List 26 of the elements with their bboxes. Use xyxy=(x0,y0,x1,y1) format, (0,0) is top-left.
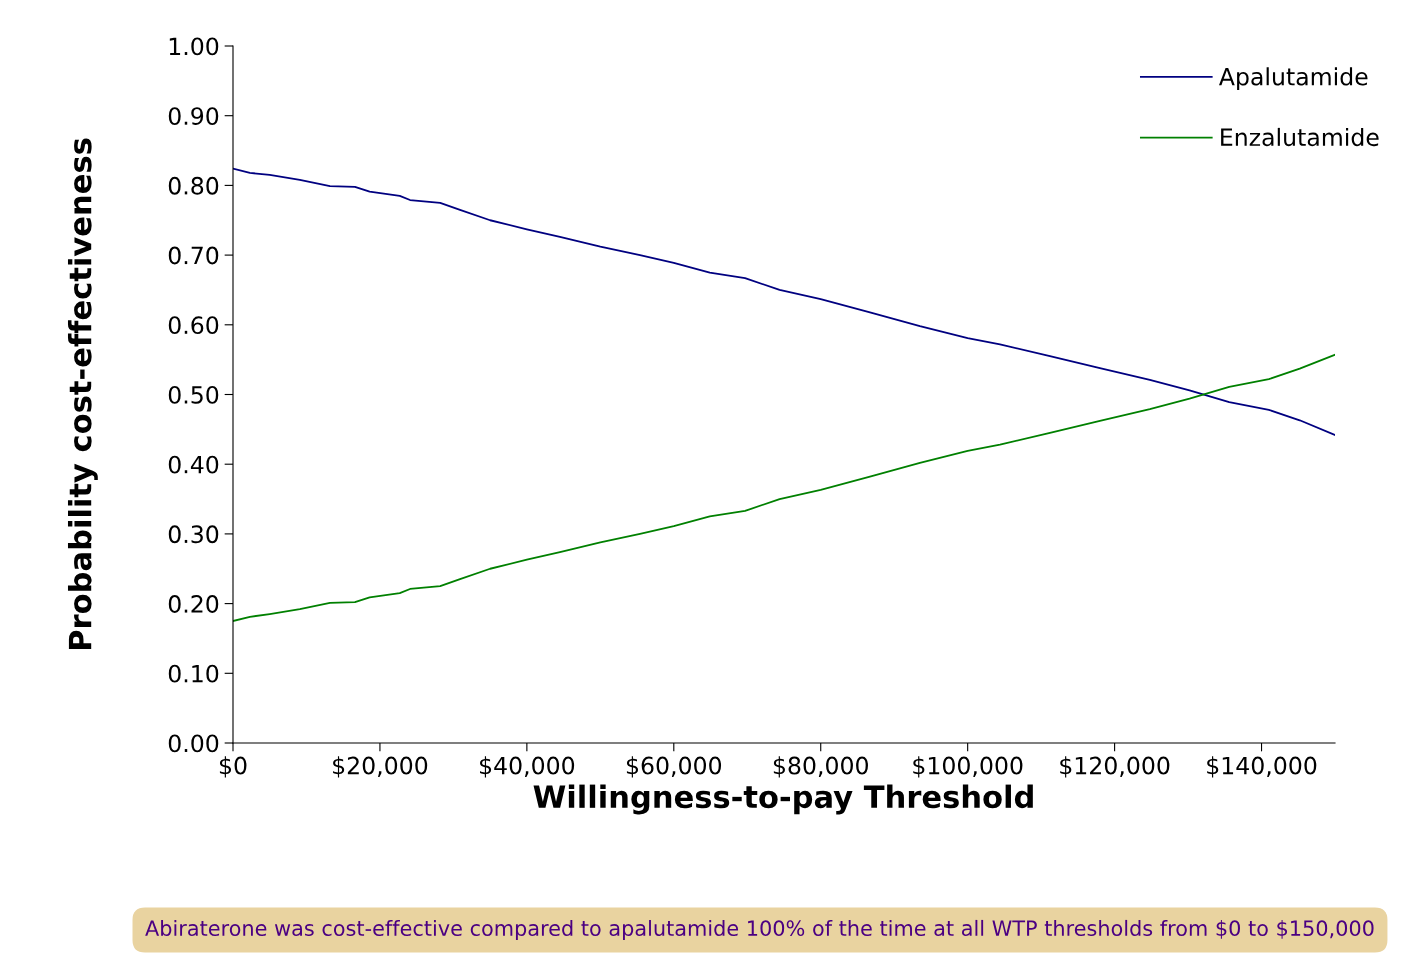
x-tick-label: $140,000 xyxy=(1207,756,1317,778)
y-tick-label: 1.00 xyxy=(169,37,219,56)
x-tick-label: $120,000 xyxy=(1060,756,1170,778)
y-tick-label: 0.00 xyxy=(168,734,219,753)
x-tick-label: $20,000 xyxy=(333,756,428,778)
y-tick-label: 0.50 xyxy=(168,385,219,404)
legend-label: Enzalutamide xyxy=(1221,127,1379,147)
y-tick-label: 0.20 xyxy=(168,595,219,613)
line-series xyxy=(233,167,1335,436)
x-tick-label: $100,000 xyxy=(913,756,1023,778)
y-tick-label: 0.60 xyxy=(168,316,219,335)
y-tick-label: 0.30 xyxy=(168,525,219,544)
y-tick-label: 0.40 xyxy=(168,455,219,474)
x-tick-label: $40,000 xyxy=(480,756,575,778)
text: Abiraterone was cost-effective compared to apalutamide 100% of the time at all WTP thresholds from $0 to $150,000 xyxy=(145,919,1374,941)
legend-label: Apalutamide xyxy=(1218,67,1368,91)
line-series xyxy=(233,353,1335,622)
y-tick-label: 0.90 xyxy=(168,107,219,126)
x-axis-title: Willingness-to-pay Threshold xyxy=(533,784,1033,815)
x-tick-label: $0 xyxy=(219,756,247,778)
y-tick-label: 0.80 xyxy=(168,176,219,195)
y-tick-label: 0.10 xyxy=(168,664,219,683)
x-tick-label: $60,000 xyxy=(626,756,722,778)
x-tick-label: $80,000 xyxy=(773,756,868,778)
y-tick-label: 0.70 xyxy=(168,246,219,265)
y-axis-title: Probability cost-effectiveness xyxy=(67,138,98,650)
